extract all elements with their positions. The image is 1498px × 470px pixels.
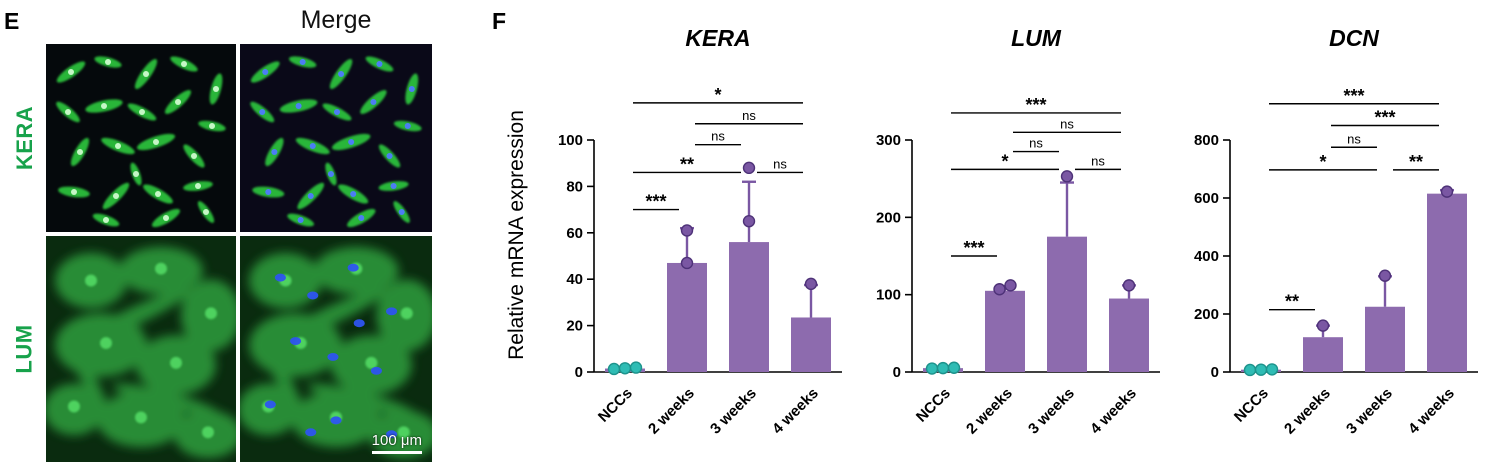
svg-text:100: 100 (558, 132, 583, 149)
svg-text:60: 60 (566, 225, 583, 242)
svg-text:600: 600 (1194, 190, 1219, 207)
image-lum-merge-svg (240, 236, 432, 462)
svg-text:**: ** (1409, 152, 1423, 172)
image-kera-fluorescence (46, 44, 236, 232)
svg-text:4 weeks: 4 weeks (1087, 385, 1140, 438)
svg-text:20: 20 (566, 318, 583, 335)
svg-text:4 weeks: 4 weeks (1405, 385, 1458, 438)
image-kera-merge-svg (240, 44, 432, 232)
image-lum-merge: 100 μm (240, 236, 432, 462)
svg-text:ns: ns (1347, 131, 1361, 146)
row-label-lum: LUM (8, 236, 42, 462)
svg-text:100: 100 (876, 287, 901, 304)
svg-text:ns: ns (773, 156, 787, 171)
svg-text:0: 0 (1211, 364, 1219, 381)
svg-text:KERA: KERA (685, 25, 750, 51)
scale-bar: 100 μm (372, 432, 422, 454)
panel-letter-e: E (4, 8, 20, 34)
svg-text:***: *** (1343, 86, 1364, 106)
svg-text:NCCs: NCCs (595, 385, 636, 426)
svg-text:**: ** (1285, 292, 1299, 312)
image-kera-merge (240, 44, 432, 232)
svg-text:ns: ns (742, 108, 756, 123)
image-kera-svg (46, 44, 236, 232)
svg-text:300: 300 (876, 132, 901, 149)
svg-text:DCN: DCN (1329, 25, 1379, 51)
svg-text:ns: ns (1091, 153, 1105, 168)
merge-column-label: Merge (300, 6, 372, 34)
svg-text:***: *** (1025, 95, 1046, 115)
svg-text:0: 0 (575, 364, 583, 381)
svg-text:***: *** (645, 192, 666, 212)
charts-container: KERA 0 20 40 60 80 100 NCCs 2 weeks 3 weeks 4 week… (534, 12, 1488, 460)
svg-text:40: 40 (566, 271, 583, 288)
row-label-kera-text: KERA (12, 105, 37, 171)
image-lum-fluorescence (46, 236, 236, 462)
svg-text:ns: ns (1060, 116, 1074, 131)
svg-text:2 weeks: 2 weeks (963, 385, 1016, 438)
y-axis-label: Relative mRNA expression (500, 70, 534, 400)
svg-text:***: *** (1374, 108, 1395, 128)
chart-dcn: DCN 0 200 400 600 800 NCCs 2 weeks 3 weeks 4 week… (1194, 25, 1478, 438)
svg-text:NCCs: NCCs (913, 385, 954, 426)
scale-bar-line (371, 451, 422, 454)
svg-text:ns: ns (1029, 136, 1043, 151)
row-label-lum-text: LUM (12, 324, 37, 374)
svg-text:3 weeks: 3 weeks (1025, 385, 1078, 438)
svg-text:400: 400 (1194, 248, 1219, 265)
svg-text:*: * (1001, 151, 1008, 171)
svg-text:80: 80 (566, 178, 583, 195)
svg-text:NCCs: NCCs (1231, 385, 1272, 426)
scale-bar-label: 100 μm (371, 432, 422, 449)
svg-text:ns: ns (711, 129, 725, 144)
svg-text:2 weeks: 2 weeks (1281, 385, 1334, 438)
panel-letter-f: F (492, 8, 507, 34)
svg-text:***: *** (963, 238, 984, 258)
svg-text:4 weeks: 4 weeks (769, 385, 822, 438)
svg-text:*: * (1319, 152, 1326, 172)
svg-text:**: ** (680, 154, 694, 174)
svg-text:*: * (714, 85, 721, 105)
y-axis-label-text: Relative mRNA expression (505, 110, 529, 360)
svg-text:2 weeks: 2 weeks (645, 385, 698, 438)
image-lum-svg (46, 236, 236, 462)
svg-text:200: 200 (876, 209, 901, 226)
svg-text:LUM: LUM (1011, 25, 1062, 51)
svg-text:3 weeks: 3 weeks (707, 385, 760, 438)
svg-text:3 weeks: 3 weeks (1343, 385, 1396, 438)
svg-text:200: 200 (1194, 306, 1219, 323)
chart-kera: KERA 0 20 40 60 80 100 NCCs 2 weeks 3 weeks 4 week… (558, 25, 842, 438)
row-label-kera: KERA (8, 44, 42, 232)
svg-text:800: 800 (1194, 132, 1219, 149)
svg-text:0: 0 (893, 364, 901, 381)
